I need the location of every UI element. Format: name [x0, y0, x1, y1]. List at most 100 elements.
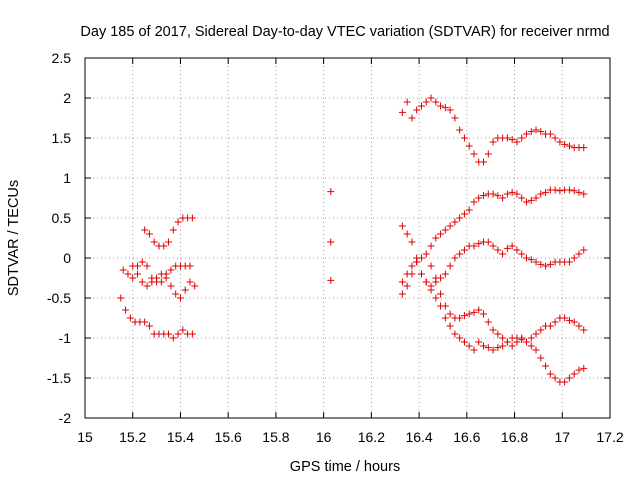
data-point — [575, 322, 583, 330]
series-isolated — [327, 188, 335, 284]
data-point — [575, 188, 583, 196]
y-axis-label: SDTVAR / TECUs — [6, 180, 22, 296]
plot-frame — [84, 57, 611, 419]
data-point — [413, 258, 421, 266]
data-point — [580, 364, 588, 372]
data-point — [537, 260, 545, 268]
data-point — [532, 258, 540, 266]
data-point — [408, 238, 416, 246]
data-point — [580, 144, 588, 152]
y-tick-label: 0 — [63, 250, 71, 266]
data-point — [327, 238, 335, 246]
data-point — [513, 246, 521, 254]
data-point — [403, 282, 411, 290]
data-point — [432, 98, 440, 106]
data-point — [456, 250, 464, 258]
data-point — [186, 262, 194, 270]
data-point — [165, 238, 173, 246]
data-point — [508, 242, 516, 250]
data-point — [527, 342, 535, 350]
data-point — [532, 126, 540, 134]
data-point — [551, 318, 559, 326]
data-point — [129, 262, 137, 270]
data-point — [513, 190, 521, 198]
data-point — [174, 330, 182, 338]
data-point — [522, 198, 530, 206]
data-point — [475, 240, 483, 248]
data-point — [437, 290, 445, 298]
data-point — [124, 270, 132, 278]
data-point — [141, 226, 149, 234]
data-point — [441, 270, 449, 278]
data-point — [565, 258, 573, 266]
data-point — [451, 218, 459, 226]
data-point — [122, 306, 130, 314]
data-point — [508, 188, 516, 196]
data-point — [129, 274, 137, 282]
data-point — [489, 346, 497, 354]
data-point — [570, 254, 578, 262]
data-point — [427, 242, 435, 250]
axis-ticks — [84, 57, 611, 419]
data-point — [556, 138, 564, 146]
data-point — [181, 286, 189, 294]
data-point — [422, 98, 430, 106]
data-point — [489, 326, 497, 334]
data-point — [460, 210, 468, 218]
data-point — [565, 186, 573, 194]
x-tick-label: 17 — [554, 429, 570, 445]
data-point — [537, 190, 545, 198]
data-point — [451, 114, 459, 122]
data-point — [437, 102, 445, 110]
data-point — [172, 290, 180, 298]
x-tick-label: 17.2 — [596, 429, 623, 445]
data-point — [451, 254, 459, 262]
data-point — [460, 312, 468, 320]
y-tick-label: 2 — [63, 90, 71, 106]
series-group-b-bottom — [427, 262, 588, 386]
data-point — [117, 294, 125, 302]
data-point — [167, 282, 175, 290]
data-point — [460, 134, 468, 142]
data-point — [522, 130, 530, 138]
data-point — [565, 374, 573, 382]
data-point — [153, 274, 161, 282]
data-point — [503, 244, 511, 252]
data-point — [408, 114, 416, 122]
data-point — [580, 326, 588, 334]
data-point — [518, 334, 526, 342]
data-point — [427, 262, 435, 270]
data-point — [398, 222, 406, 230]
data-point — [561, 140, 569, 148]
y-tick-label: 1.5 — [52, 130, 72, 146]
data-point — [456, 334, 464, 342]
data-point — [570, 370, 578, 378]
data-point — [408, 262, 416, 270]
data-point — [148, 278, 156, 286]
data-point — [537, 128, 545, 136]
data-point — [446, 310, 454, 318]
data-point — [169, 226, 177, 234]
data-point — [432, 274, 440, 282]
data-point — [542, 362, 550, 370]
x-tick-label: 16.4 — [405, 429, 432, 445]
data-point — [441, 314, 449, 322]
x-tick-label: 16.2 — [358, 429, 385, 445]
x-tick-label: 15.6 — [215, 429, 242, 445]
data-point — [398, 108, 406, 116]
data-point — [527, 334, 535, 342]
data-point — [143, 262, 151, 270]
data-point — [546, 370, 554, 378]
data-point — [499, 250, 507, 258]
data-point — [580, 246, 588, 254]
data-point — [451, 330, 459, 338]
x-tick-label: 16 — [316, 429, 332, 445]
x-axis-label: GPS time / hours — [290, 459, 400, 475]
data-point — [470, 150, 478, 158]
data-point — [186, 278, 194, 286]
data-point — [470, 346, 478, 354]
data-point — [460, 338, 468, 346]
x-tick-label: 16.8 — [501, 429, 528, 445]
data-point — [119, 266, 127, 274]
y-tick-label: -0.5 — [47, 290, 71, 306]
